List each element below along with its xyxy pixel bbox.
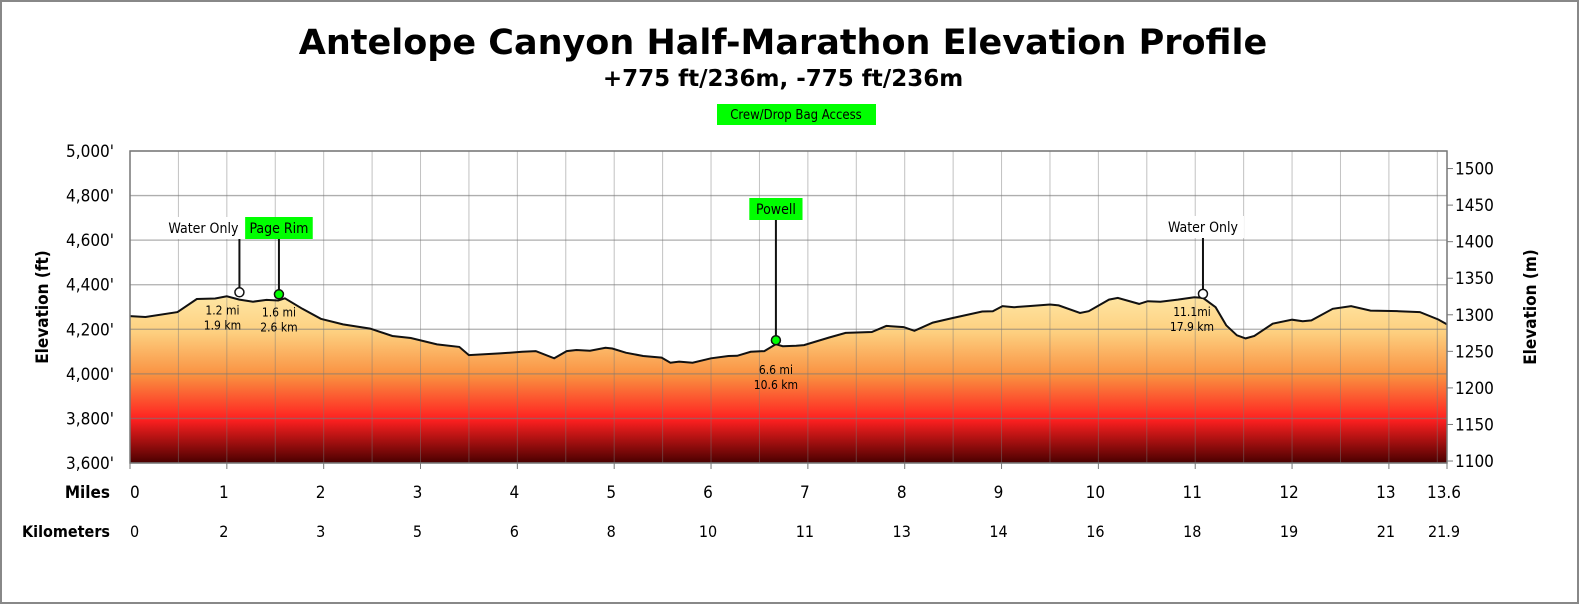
water-station-marker[interactable] bbox=[234, 287, 245, 298]
x-tick-label-miles: 6 bbox=[703, 483, 713, 503]
x-tick-label-km: 2 bbox=[219, 522, 228, 541]
x-tick-label-km: 19 bbox=[1280, 522, 1298, 541]
chart-subtitle: +775 ft/236m, -775 ft/236m bbox=[603, 66, 963, 92]
elevation-line bbox=[129, 295, 1448, 364]
y-tick-label-right: 1250 bbox=[1455, 342, 1494, 362]
y-tick-label-left: 4,200' bbox=[66, 320, 114, 340]
x-tick-label-miles: 7 bbox=[800, 483, 810, 503]
y-tick-label-right: 1350 bbox=[1455, 269, 1494, 289]
station-km-label: 2.6 km bbox=[260, 320, 297, 334]
x-tick-label-km: 21 bbox=[1377, 522, 1395, 541]
x-tick-label-miles: 12 bbox=[1279, 483, 1298, 503]
x-tick-label-km: 13 bbox=[893, 522, 911, 541]
x-tick-label-miles: 10 bbox=[1086, 483, 1105, 503]
y-tick-label-left: 3,600' bbox=[66, 454, 114, 474]
x-tick-label-km: 5 bbox=[413, 522, 422, 541]
x-tick-label-miles: 5 bbox=[606, 483, 616, 503]
station-label-bg bbox=[245, 217, 313, 239]
x-tick-label-miles: 0 bbox=[130, 483, 140, 503]
y-tick-label-right: 1450 bbox=[1455, 196, 1494, 216]
x-axis-miles-label: Miles bbox=[65, 483, 110, 503]
station-label-bg bbox=[749, 198, 803, 220]
station-mile-label: 11.1mi bbox=[1173, 305, 1211, 319]
y-axis-title-right: Elevation (m) bbox=[1521, 249, 1541, 365]
crew-station-marker[interactable] bbox=[770, 334, 782, 346]
station-km-label: 1.9 km bbox=[204, 318, 241, 332]
legend-swatch bbox=[717, 104, 876, 125]
x-tick-label-miles: 9 bbox=[994, 483, 1004, 503]
x-tick-label-miles: 2 bbox=[316, 483, 326, 503]
y-tick-label-right: 1200 bbox=[1455, 379, 1494, 399]
station-label: Water Only bbox=[1168, 220, 1239, 236]
chart-title: Antelope Canyon Half-Marathon Elevation … bbox=[299, 23, 1267, 63]
station-mile-label: 1.6 mi bbox=[262, 305, 296, 319]
x-tick-label-miles: 3 bbox=[413, 483, 423, 503]
x-tick-label-km: 6 bbox=[510, 522, 519, 541]
x-tick-label-miles: 13.6 bbox=[1427, 483, 1461, 503]
y-tick-label-left: 3,800' bbox=[66, 409, 114, 429]
station-label-bg bbox=[1161, 216, 1244, 238]
x-tick-label-miles: 11 bbox=[1182, 483, 1201, 503]
y-tick-label-left: 4,600' bbox=[66, 231, 114, 251]
legend-crew-access: Crew/Drop Bag Access bbox=[717, 104, 876, 125]
legend-label: Crew/Drop Bag Access bbox=[730, 108, 862, 123]
station-label: Page Rim bbox=[249, 221, 308, 237]
crew-station-marker[interactable] bbox=[273, 289, 285, 300]
station-km-label: 10.6 km bbox=[754, 378, 798, 392]
y-tick-label-right: 1400 bbox=[1455, 233, 1494, 253]
x-tick-label-km: 0 bbox=[130, 522, 139, 541]
x-tick-label-miles: 4 bbox=[509, 483, 519, 503]
y-tick-label-right: 1150 bbox=[1455, 415, 1494, 435]
x-tick-label-km: 8 bbox=[607, 522, 616, 541]
y-tick-label-right: 1300 bbox=[1455, 306, 1494, 326]
y-tick-label-left: 4,800' bbox=[66, 187, 114, 207]
y-axis-title-left: Elevation (ft) bbox=[33, 250, 53, 364]
elevation-area bbox=[130, 296, 1447, 463]
x-tick-label-miles: 13 bbox=[1376, 483, 1395, 503]
x-tick-label-km: 16 bbox=[1086, 522, 1104, 541]
water-station-marker[interactable] bbox=[1197, 288, 1209, 300]
x-tick-label-km: 21.9 bbox=[1428, 522, 1460, 541]
y-tick-label-left: 4,000' bbox=[66, 365, 114, 385]
x-tick-label-km: 14 bbox=[989, 522, 1007, 541]
y-tick-label-left: 4,400' bbox=[66, 276, 114, 296]
station-km-label: 17.9 km bbox=[1170, 320, 1214, 334]
x-axis-km-label: Kilometers bbox=[22, 522, 110, 541]
station-label-bg bbox=[162, 217, 245, 239]
station-mile-label: 6.6 mi bbox=[759, 363, 793, 377]
station-label: Water Only bbox=[168, 221, 239, 237]
station-label: Powell bbox=[756, 202, 796, 218]
y-tick-label-left: 5,000' bbox=[66, 142, 114, 162]
y-tick-label-right: 1100 bbox=[1455, 452, 1494, 472]
x-tick-label-miles: 1 bbox=[219, 483, 229, 503]
x-tick-label-km: 11 bbox=[796, 522, 814, 541]
x-tick-label-km: 3 bbox=[316, 522, 325, 541]
x-tick-label-km: 18 bbox=[1183, 522, 1201, 541]
station-mile-label: 1.2 mi bbox=[205, 303, 239, 317]
x-tick-label-km: 10 bbox=[699, 522, 717, 541]
plot-frame bbox=[129, 150, 1448, 464]
y-tick-label-right: 1500 bbox=[1455, 160, 1494, 180]
x-tick-label-miles: 8 bbox=[897, 483, 907, 503]
